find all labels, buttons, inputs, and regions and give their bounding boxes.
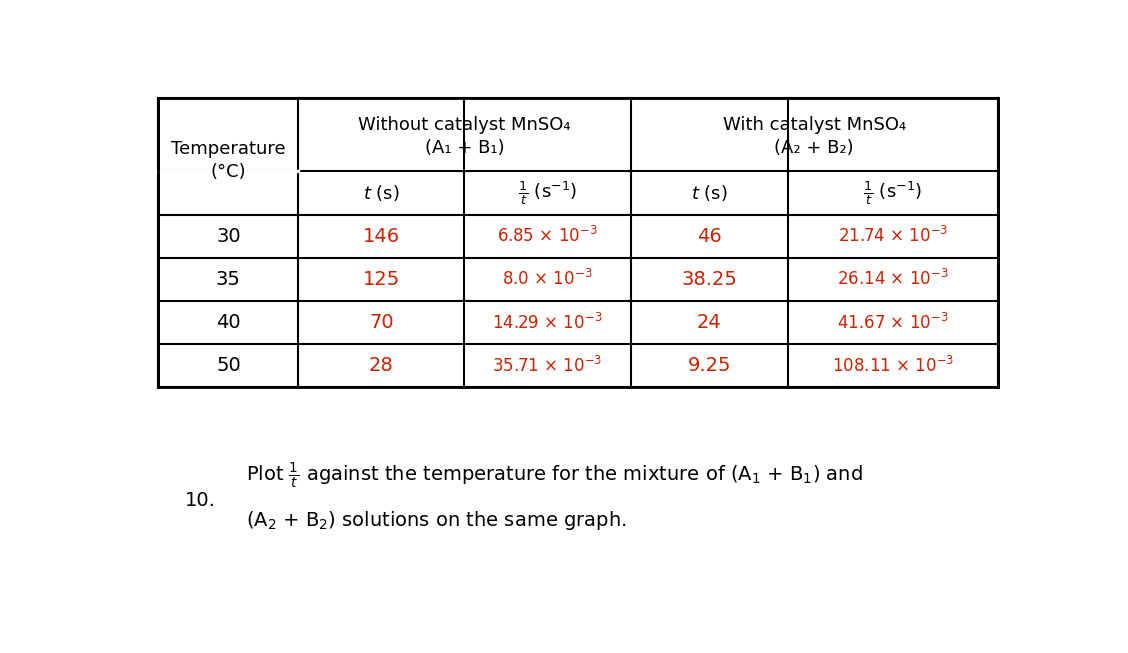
Text: (A₂ + B₂): (A₂ + B₂) (774, 138, 854, 157)
Text: 41.67 $\times$ 10$^{-3}$: 41.67 $\times$ 10$^{-3}$ (837, 312, 949, 332)
Text: 108.11 $\times$ 10$^{-3}$: 108.11 $\times$ 10$^{-3}$ (831, 356, 954, 375)
Text: 125: 125 (363, 270, 400, 289)
Text: $t$ (s): $t$ (s) (691, 183, 728, 203)
Text: 50: 50 (217, 356, 240, 375)
Text: 38.25: 38.25 (681, 270, 738, 289)
Text: 35: 35 (215, 270, 241, 289)
Bar (158, 99, 997, 387)
Text: 30: 30 (217, 227, 240, 246)
Text: 35.71 $\times$ 10$^{-3}$: 35.71 $\times$ 10$^{-3}$ (492, 356, 602, 375)
Text: $\frac{1}{t}$ (s$^{-1}$): $\frac{1}{t}$ (s$^{-1}$) (863, 179, 923, 207)
Text: 9.25: 9.25 (687, 356, 731, 375)
Text: 6.85 $\times$ 10$^{-3}$: 6.85 $\times$ 10$^{-3}$ (497, 226, 598, 246)
Text: Without catalyst MnSO₄: Without catalyst MnSO₄ (359, 116, 571, 134)
Text: $t$ (s): $t$ (s) (363, 183, 399, 203)
Text: 24: 24 (697, 313, 722, 332)
Text: 26.14 $\times$ 10$^{-3}$: 26.14 $\times$ 10$^{-3}$ (837, 269, 949, 289)
Text: 70: 70 (369, 313, 394, 332)
Text: 28: 28 (369, 356, 394, 375)
Text: (A₁ + B₁): (A₁ + B₁) (424, 138, 504, 157)
Text: 21.74 $\times$ 10$^{-3}$: 21.74 $\times$ 10$^{-3}$ (838, 226, 948, 246)
Text: 46: 46 (697, 227, 722, 246)
Text: 40: 40 (217, 313, 240, 332)
Text: Temperature: Temperature (171, 140, 285, 158)
Text: $\frac{1}{t}$ (s$^{-1}$): $\frac{1}{t}$ (s$^{-1}$) (518, 179, 578, 207)
Text: With catalyst MnSO₄: With catalyst MnSO₄ (723, 116, 906, 134)
Text: (°C): (°C) (211, 163, 246, 181)
Text: Plot $\frac{1}{t}$ against the temperature for the mixture of (A$_1$ + B$_1$) an: Plot $\frac{1}{t}$ against the temperatu… (246, 460, 863, 490)
Text: 146: 146 (363, 227, 400, 246)
Text: 8.0 $\times$ 10$^{-3}$: 8.0 $\times$ 10$^{-3}$ (502, 269, 592, 289)
Text: (A$_2$ + B$_2$) solutions on the same graph.: (A$_2$ + B$_2$) solutions on the same gr… (246, 509, 626, 532)
Text: 14.29 $\times$ 10$^{-3}$: 14.29 $\times$ 10$^{-3}$ (492, 312, 602, 332)
Text: 10.: 10. (185, 491, 215, 510)
